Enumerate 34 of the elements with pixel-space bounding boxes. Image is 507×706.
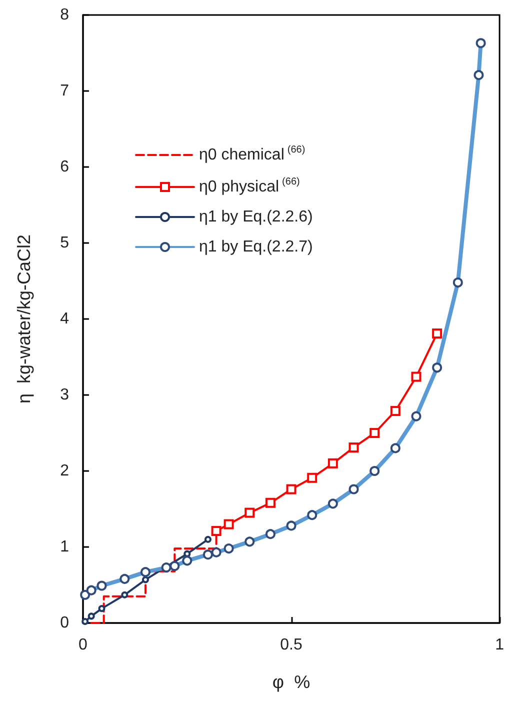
point xyxy=(411,372,422,382)
point xyxy=(286,484,296,494)
y-tick-label: 1 xyxy=(60,538,70,556)
y-tick-label: 8 xyxy=(60,6,70,24)
y-tick-label: 7 xyxy=(60,82,70,100)
point xyxy=(348,442,359,452)
point xyxy=(432,328,442,338)
point xyxy=(328,458,338,468)
y-tick-label: 2 xyxy=(60,462,70,480)
y-tick-label: 4 xyxy=(60,310,70,328)
y-tick-label: 6 xyxy=(60,158,70,176)
point xyxy=(98,605,106,612)
legend-label: η1 by Eq.(2.2.7) xyxy=(199,238,313,256)
point xyxy=(184,550,191,558)
point xyxy=(142,576,149,584)
x-tick-label: 1 xyxy=(495,636,504,654)
point xyxy=(88,612,95,620)
point xyxy=(224,519,234,530)
point xyxy=(204,536,212,543)
y-tick-label: 3 xyxy=(60,386,70,404)
y-axis-title: η kg-water/kg-CaCl2 xyxy=(14,234,34,404)
point xyxy=(307,472,318,483)
x-tick-label: 0 xyxy=(78,636,88,654)
point xyxy=(211,526,222,536)
x-tick-label: 0.5 xyxy=(280,636,302,654)
y-tick-label: 5 xyxy=(60,234,70,252)
point xyxy=(265,498,276,508)
point xyxy=(244,508,255,518)
x-axis-title: φ % xyxy=(272,672,310,692)
y-tick-label: 0 xyxy=(60,614,70,632)
point xyxy=(390,406,400,416)
legend-label: η1 by Eq.(2.2.6) xyxy=(199,208,313,226)
point xyxy=(121,591,128,598)
point xyxy=(370,428,380,438)
